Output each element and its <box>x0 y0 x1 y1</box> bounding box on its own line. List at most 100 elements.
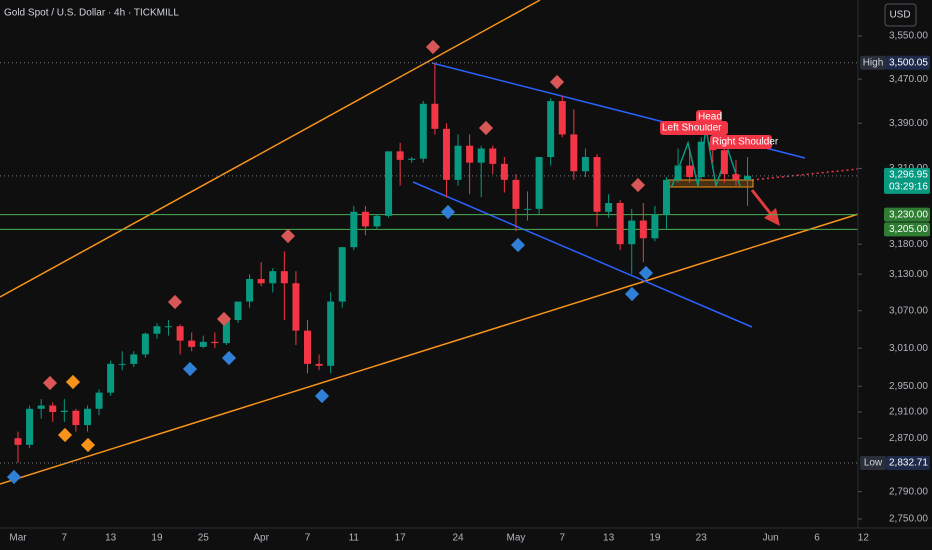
candle-body <box>662 179 670 215</box>
arrow-head <box>764 208 780 226</box>
candle-body <box>165 326 173 328</box>
candle-body <box>593 157 601 212</box>
candle-body <box>222 320 230 344</box>
x-tick-label: 7 <box>305 533 311 544</box>
y-tick-label: 3,180.00 <box>889 239 928 250</box>
x-tick-label: 7 <box>559 533 565 544</box>
candle-body <box>639 220 647 239</box>
currency: USD <box>889 10 910 21</box>
signal-marker <box>167 294 183 310</box>
candle-body <box>338 247 346 302</box>
candle-body <box>605 203 613 212</box>
candle-body <box>674 165 682 180</box>
candle-body <box>720 150 728 175</box>
x-tick-label: May <box>506 533 525 544</box>
candle-body <box>373 215 381 227</box>
candle-body <box>280 271 288 284</box>
x-tick-label: Mar <box>9 533 27 544</box>
y-tick-label: 2,750.00 <box>889 514 928 525</box>
candle-body <box>454 145 462 180</box>
signal-marker <box>65 374 81 390</box>
candle-body <box>732 174 740 180</box>
countdown: 03:29:16 <box>889 182 928 193</box>
candle-body <box>744 175 752 180</box>
extreme-value: 3,500.05 <box>889 57 928 68</box>
candle-body <box>512 179 520 209</box>
signal-marker <box>624 286 640 302</box>
candle-body <box>466 145 474 163</box>
level-label: 3,230.00 <box>889 209 928 220</box>
signal-marker <box>182 361 198 377</box>
candle-body <box>176 326 184 341</box>
y-tick-label: 3,130.00 <box>889 269 928 280</box>
candle-body <box>130 354 138 364</box>
candle-body <box>477 148 485 163</box>
candle-body <box>500 163 508 180</box>
signal-marker <box>478 120 494 136</box>
candle-body <box>350 211 358 248</box>
candle-body <box>697 141 705 177</box>
candle-body <box>524 208 532 210</box>
candle-body <box>408 158 416 160</box>
candle-body <box>419 103 427 159</box>
x-tick-label: 13 <box>603 533 615 544</box>
y-tick-label: 3,550.00 <box>889 31 928 42</box>
y-tick-label: 3,390.00 <box>889 118 928 129</box>
candle-body <box>396 151 404 160</box>
candle-body <box>95 392 103 409</box>
candle-body <box>141 333 149 355</box>
candle-body <box>60 410 68 413</box>
y-tick-label: 2,870.00 <box>889 433 928 444</box>
x-tick-label: 12 <box>858 533 870 544</box>
candle-body <box>431 103 439 129</box>
x-tick-label: 25 <box>198 533 210 544</box>
candle-body <box>49 405 57 413</box>
candle-body <box>315 363 323 366</box>
y-tick-label: 2,790.00 <box>889 486 928 497</box>
extreme-badge <box>886 455 930 470</box>
x-tick-label: 19 <box>151 533 163 544</box>
signal-marker <box>216 311 232 327</box>
annotation-box <box>660 121 728 135</box>
signal-marker <box>57 427 73 443</box>
candle-body <box>385 151 393 216</box>
extreme-badge <box>886 55 930 70</box>
candle-body <box>37 405 45 409</box>
annotation-box <box>696 110 722 124</box>
signal-marker <box>440 204 456 220</box>
x-tick-label: 23 <box>696 533 708 544</box>
y-tick-label: 2,910.00 <box>889 407 928 418</box>
channel-line <box>0 210 869 485</box>
candle-body <box>558 101 566 135</box>
candle-body <box>269 271 277 284</box>
candle-body <box>199 341 207 347</box>
candle-body <box>107 363 115 393</box>
channel-line <box>0 0 541 298</box>
extreme-name: High <box>863 57 884 68</box>
candle-body <box>327 301 335 366</box>
candle-body <box>686 165 694 177</box>
candle-body <box>361 211 369 227</box>
signal-marker <box>280 228 296 244</box>
candle-body <box>83 408 91 426</box>
chart-title: Gold Spot / U.S. Dollar · 4h · TICKMILL <box>4 8 179 19</box>
signal-marker <box>425 39 441 55</box>
x-tick-label: 7 <box>62 533 68 544</box>
extreme-value: 2,832.71 <box>889 458 928 469</box>
trend-line <box>412 181 753 328</box>
x-tick-label: 6 <box>814 533 820 544</box>
candle-body <box>628 220 636 245</box>
x-tick-label: 11 <box>349 533 360 544</box>
candle-body <box>304 330 311 364</box>
candle-body <box>153 326 161 334</box>
annotation: Head <box>698 112 722 123</box>
signal-marker <box>80 437 96 453</box>
candle-body <box>14 438 22 445</box>
candle-body <box>570 134 578 172</box>
y-tick-label: 2,950.00 <box>889 381 928 392</box>
signal-marker <box>630 177 646 193</box>
signal-marker <box>638 265 654 281</box>
candle-body <box>616 203 624 245</box>
